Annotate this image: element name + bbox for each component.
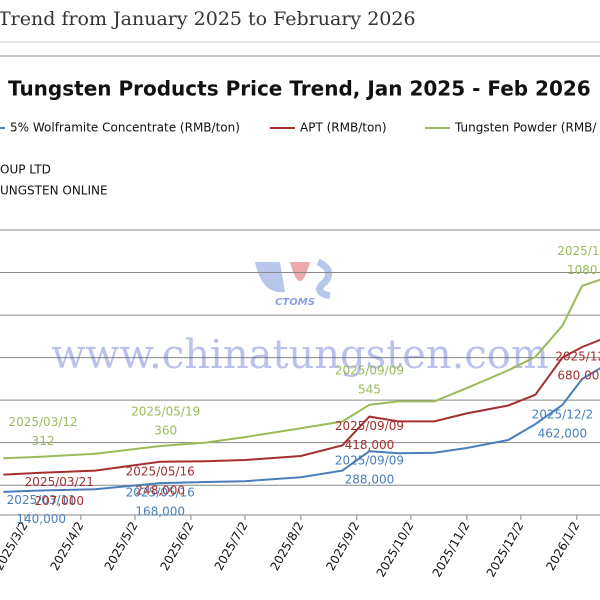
annotation-date: 2025/12 xyxy=(557,244,600,258)
annotation-date: 2025/05/16 xyxy=(126,464,195,478)
annotation-value: 168,000 xyxy=(135,505,185,519)
annotation-value: 360 xyxy=(154,423,177,437)
chart-title: Tungsten Products Price Trend, Jan 2025 … xyxy=(8,77,591,101)
chart-frame xyxy=(0,55,600,57)
x-tick-label: 2025/8/2 xyxy=(267,519,306,573)
legend-label: 5% Wolframite Concentrate (RMB/ton) xyxy=(10,121,240,135)
annotation-value: 680,000 xyxy=(557,368,600,382)
legend-label: APT (RMB/ton) xyxy=(300,121,387,135)
annotation-date: 2025/12/ xyxy=(555,349,600,363)
logo-shape xyxy=(316,258,333,300)
annotation-date: 2025/12/2 xyxy=(532,407,594,421)
annotation-date: 2025/05/16 xyxy=(126,486,195,500)
series-line xyxy=(3,338,600,476)
logo: CTOMS xyxy=(255,258,333,308)
annotation-date: 2025/03/12 xyxy=(8,415,77,429)
annotation-value: 140,000 xyxy=(16,512,66,526)
annotation-date: 2025/09/09 xyxy=(335,363,404,377)
logo-shape xyxy=(290,262,310,281)
watermark: www.chinatungsten.com xyxy=(51,332,549,378)
annotation-value: 418,000 xyxy=(345,438,395,452)
x-tick-label: 2025/4/2 xyxy=(47,519,86,573)
x-tick-label: 2025/12/2 xyxy=(484,519,527,579)
x-tick-label: 2026/1/2 xyxy=(543,519,582,573)
plot-area xyxy=(3,278,600,493)
page-header: Trend from January 2025 to February 2026 xyxy=(0,8,416,30)
annotation-value: 545 xyxy=(358,382,381,396)
annotation-date: 2025/09/09 xyxy=(335,454,404,468)
annotation-value: 462,000 xyxy=(538,426,588,440)
x-tick-label: 2025/10/2 xyxy=(374,519,417,579)
x-tick-label: 2025/9/2 xyxy=(323,519,362,573)
annotation-value: 248,000 xyxy=(135,483,185,497)
logo-text: CTOMS xyxy=(275,297,315,308)
x-tick-label: 2025/3/2 xyxy=(0,519,31,573)
x-tick-label: 2025/11/2 xyxy=(430,519,473,579)
logo-shape xyxy=(255,262,285,293)
x-tick-label: 2025/5/2 xyxy=(102,519,141,573)
x-tick-label: 2025/6/2 xyxy=(157,519,196,573)
legend-label: Tungsten Powder (RMB/ xyxy=(454,121,597,135)
source-line: OUP LTD xyxy=(0,163,51,177)
source-line: UNGSTEN ONLINE xyxy=(0,184,108,198)
annotation-value: 312 xyxy=(32,434,55,448)
series-line xyxy=(3,278,600,460)
annotation-date: 2025/05/19 xyxy=(131,404,200,418)
x-tick-label: 2025/7/2 xyxy=(212,519,251,573)
annotation-value: 1080 xyxy=(567,263,598,277)
annotation-date: 2025/03/21 xyxy=(25,475,94,489)
annotation-date: 2025/03/11 xyxy=(7,493,76,507)
annotation-date: 2025/09/09 xyxy=(335,419,404,433)
annotation-value: 288,000 xyxy=(345,473,395,487)
series-line xyxy=(3,367,600,493)
annotation-value: 207,000 xyxy=(34,494,84,508)
